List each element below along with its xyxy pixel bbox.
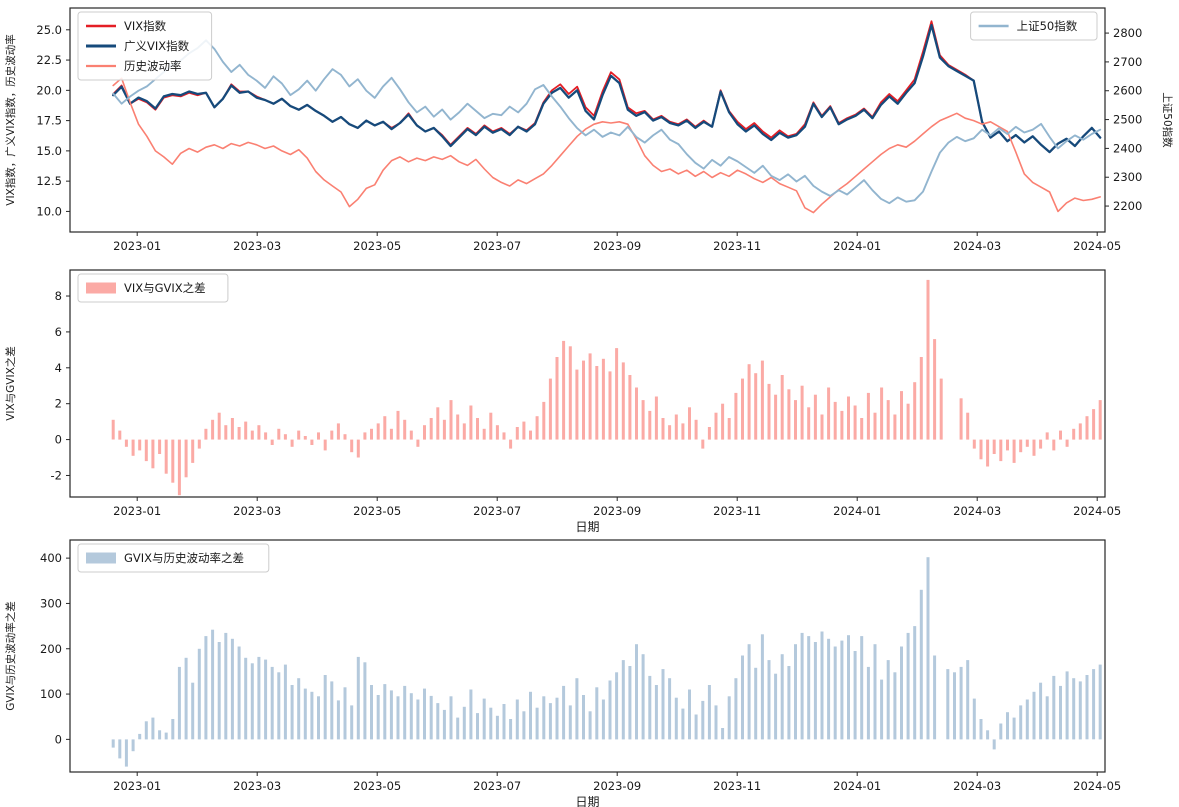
y-tick-label: 17.5 [36, 114, 62, 128]
y-tick-label: 12.5 [36, 174, 62, 188]
x-tick-label: 2023-11 [713, 504, 761, 518]
y-tick-label: 6 [55, 325, 62, 339]
y-tick-label: 10.0 [36, 204, 62, 218]
y-tick-label: 400 [40, 551, 62, 565]
x-axis-label: 日期 [575, 520, 599, 534]
legend-label: VIX与GVIX之差 [124, 281, 206, 295]
y-tick-label: 4 [55, 361, 62, 375]
legend-box [77, 11, 213, 81]
legend-label: 上证50指数 [1017, 19, 1078, 33]
x-tick-label: 2024-05 [1073, 504, 1121, 518]
y-tick-label: 8 [55, 289, 62, 303]
bar-series-0 [111, 557, 1102, 767]
legend-label: 历史波动率 [124, 59, 182, 73]
y-tick-right-label: 2200 [1113, 199, 1142, 213]
x-tick-label: 2023-09 [593, 779, 641, 793]
x-tick-label: 2023-09 [593, 239, 641, 253]
legend-box [970, 11, 1098, 41]
y-axis-label-right: 上证50指数 [1161, 92, 1174, 148]
y-tick-right-label: 2700 [1113, 55, 1142, 69]
y-tick-label: 15.0 [36, 144, 62, 158]
line-series-1 [112, 23, 1102, 154]
x-axis-label: 日期 [575, 795, 599, 807]
x-tick-label: 2023-01 [113, 239, 161, 253]
x-tick-label: 2024-05 [1073, 779, 1121, 793]
x-tick-label: 2023-05 [353, 504, 401, 518]
plot-frame [69, 269, 1106, 498]
x-tick-label: 2023-07 [473, 779, 521, 793]
x-tick-label: 2024-01 [833, 504, 881, 518]
line-series-2 [112, 77, 1101, 214]
x-tick-label: 2023-01 [113, 504, 161, 518]
y-tick-label: -2 [51, 468, 62, 482]
legend-swatch [86, 282, 116, 294]
x-tick-label: 2024-01 [833, 779, 881, 793]
x-tick-label: 2024-03 [953, 239, 1001, 253]
legend-box [77, 543, 270, 573]
panel-2: 2023-01 2023-03 2023-05 2023-07 2023-09 2023-… [4, 269, 1121, 534]
y-tick-label: 22.5 [36, 53, 62, 67]
line-series-3 [112, 39, 1102, 205]
x-tick-label: 2023-05 [353, 239, 401, 253]
x-tick-label: 2023-07 [473, 239, 521, 253]
x-tick-label: 2023-01 [113, 779, 161, 793]
y-tick-right-label: 2400 [1113, 141, 1142, 155]
x-tick-label: 2023-09 [593, 504, 641, 518]
legend-box [77, 273, 229, 303]
y-tick-label: 300 [40, 596, 62, 610]
x-tick-label: 2023-03 [233, 779, 281, 793]
y-tick-label: 100 [40, 687, 62, 701]
y-tick-label: 25.0 [36, 23, 62, 37]
y-tick-label: 0 [55, 732, 62, 746]
y-axis-label: VIX与GVIX之差 [4, 346, 17, 421]
y-tick-right-label: 2800 [1113, 26, 1142, 40]
y-tick-right-label: 2300 [1113, 170, 1142, 184]
y-axis-label: VIX指数，广义VIX指数，历史波动率 [4, 34, 17, 205]
y-tick-right-label: 2500 [1113, 113, 1142, 127]
plot-frame [69, 7, 1106, 233]
y-axis-label: GVIX与历史波动率之差 [4, 601, 17, 711]
x-tick-label: 2024-03 [953, 779, 1001, 793]
x-tick-label: 2023-03 [233, 504, 281, 518]
legend-swatch [86, 552, 116, 564]
x-tick-label: 2024-03 [953, 504, 1001, 518]
x-tick-label: 2023-05 [353, 779, 401, 793]
x-tick-label: 2024-01 [833, 239, 881, 253]
y-tick-right-label: 2600 [1113, 84, 1142, 98]
x-tick-label: 2023-11 [713, 239, 761, 253]
x-tick-label: 2023-07 [473, 504, 521, 518]
y-tick-label: 20.0 [36, 83, 62, 97]
plot-frame [69, 539, 1106, 773]
x-tick-label: 2024-05 [1073, 239, 1121, 253]
y-tick-label: 0 [55, 433, 62, 447]
x-tick-label: 2023-03 [233, 239, 281, 253]
y-tick-label: 2 [55, 397, 62, 411]
y-tick-label: 200 [40, 642, 62, 656]
x-tick-label: 2023-11 [713, 779, 761, 793]
legend-label: GVIX与历史波动率之差 [124, 551, 244, 565]
legend-label: VIX指数 [124, 19, 167, 33]
panel-3: 2023-01 2023-03 2023-05 2023-07 2023-09 2023-… [4, 539, 1121, 807]
legend-label: 广义VIX指数 [124, 39, 190, 53]
panel-1: 2023-01 2023-03 2023-05 2023-07 2023-09 2023-… [4, 7, 1174, 253]
bar-series-0 [111, 279, 1102, 496]
